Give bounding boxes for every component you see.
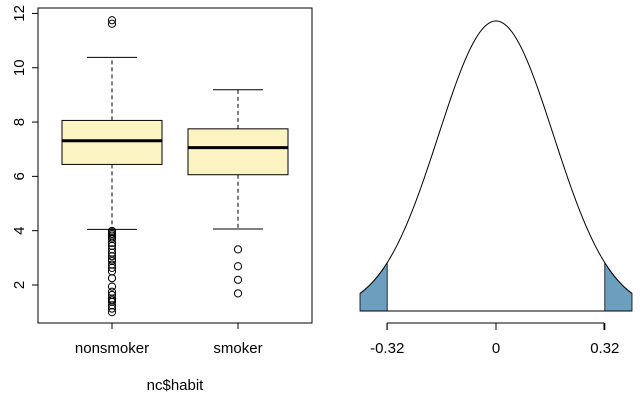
x-tick-label: -0.32 bbox=[370, 340, 404, 357]
box-smoker bbox=[187, 89, 289, 298]
y-tick-label: 4 bbox=[11, 227, 28, 235]
box-nonsmoker bbox=[61, 16, 163, 317]
x-axis-label: nc$habit bbox=[147, 377, 205, 394]
outlier-point bbox=[233, 289, 243, 298]
x-tick-label: nonsmoker bbox=[75, 340, 149, 357]
outlier-point bbox=[107, 304, 117, 313]
outlier-point bbox=[107, 19, 117, 28]
outlier-point bbox=[107, 308, 117, 317]
outlier-point bbox=[107, 263, 117, 272]
x-tick-label: 0.32 bbox=[590, 340, 619, 357]
x-tick-label: 0 bbox=[492, 340, 500, 357]
right-tail-area bbox=[604, 261, 633, 312]
outlier-point bbox=[107, 238, 117, 247]
y-tick-label: 6 bbox=[11, 172, 28, 180]
y-tick-label: 10 bbox=[11, 59, 28, 76]
iqr-box bbox=[61, 119, 163, 165]
outlier-point bbox=[107, 252, 117, 261]
outlier-point bbox=[107, 282, 117, 291]
outlier-point bbox=[107, 274, 117, 283]
left-tail-area bbox=[359, 261, 388, 312]
y-tick-label: 12 bbox=[11, 5, 28, 22]
normal-curve-panel: -0.32 0 0.32 bbox=[359, 20, 633, 357]
iqr-box bbox=[187, 128, 289, 176]
outlier-point bbox=[233, 262, 243, 271]
boxplot-panel: 2 4 6 8 10 12 nonsmoker smoker nc$habit bbox=[11, 5, 313, 394]
y-tick-label: 2 bbox=[11, 281, 28, 289]
outlier-point bbox=[107, 16, 117, 25]
density-curve bbox=[359, 20, 633, 294]
y-tick-label: 8 bbox=[11, 118, 28, 126]
x-tick-label: smoker bbox=[213, 340, 262, 357]
outlier-point bbox=[233, 275, 243, 284]
outlier-point bbox=[233, 245, 243, 254]
